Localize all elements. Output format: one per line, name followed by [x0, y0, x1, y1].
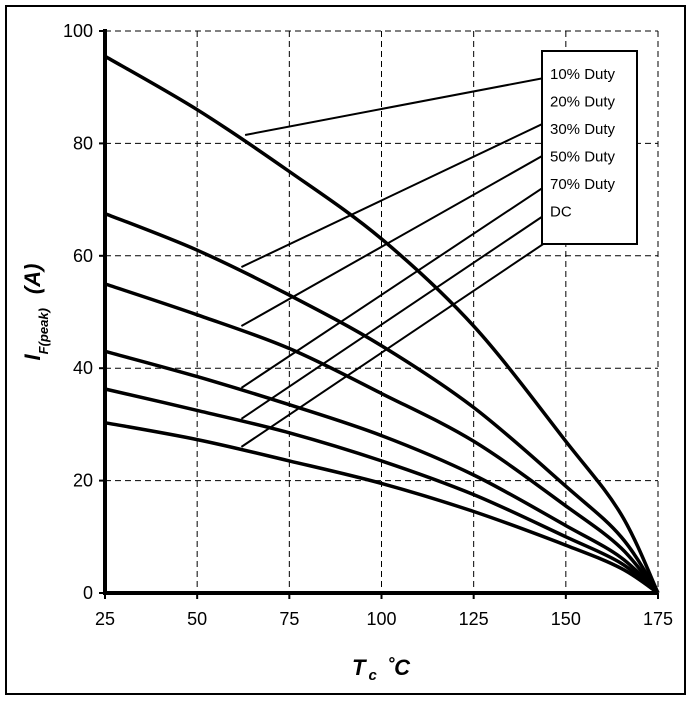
- legend-entry-50-duty: 50% Duty: [550, 149, 616, 166]
- y-tick-label-40: 40: [73, 358, 93, 378]
- series-line-30-duty: [104, 282, 660, 595]
- y-tick-label-60: 60: [73, 246, 93, 266]
- legend-leader-50-duty: [240, 159, 585, 389]
- x-tick-label-100: 100: [366, 609, 396, 629]
- y-axis-title-main: I: [20, 353, 45, 360]
- legend-entry-20-duty: 20% Duty: [550, 94, 616, 111]
- x-tick-label-25: 25: [95, 609, 115, 629]
- x-tick-label-175: 175: [643, 609, 673, 629]
- series-line-dc: [104, 420, 659, 595]
- svg-text:IF(peak)(A): IF(peak) (A): [20, 264, 51, 361]
- y-tick-label-80: 80: [73, 133, 93, 153]
- tick-label-layer: 25 50 75 100 125 150 175 0 20 40 60 80 100: [63, 21, 673, 629]
- x-tick-label-150: 150: [551, 609, 581, 629]
- legend: 10% Duty 20% Duty 30% Duty 50% Duty 70% Duty…: [541, 50, 638, 245]
- y-tick-label-0: 0: [83, 583, 93, 603]
- series-line-20-duty: [104, 211, 660, 594]
- x-tick-label-75: 75: [279, 609, 299, 629]
- svg-text:Tc˚C: Tc ˚C: [352, 655, 411, 684]
- legend-entry-70-duty: 70% Duty: [550, 176, 616, 193]
- x-tick-label-50: 50: [187, 609, 207, 629]
- y-tick-label-100: 100: [63, 21, 93, 41]
- legend-leader-30-duty: [240, 131, 585, 327]
- legend-box: [541, 50, 638, 245]
- y-tick-label-20: 20: [73, 471, 93, 491]
- series-line-10-duty: [104, 54, 660, 594]
- x-axis-title-unit: ˚C: [387, 655, 411, 680]
- legend-entry-10-duty: 10% Duty: [550, 66, 616, 83]
- series-line-50-duty: [104, 349, 660, 595]
- legend-entry-30-duty: 30% Duty: [550, 121, 616, 138]
- legend-leader-20-duty: [240, 103, 585, 268]
- legend-leader-70-duty: [240, 187, 585, 420]
- x-tick-label-125: 125: [459, 609, 489, 629]
- series-layer: [104, 54, 660, 595]
- legend-leader-10-duty: [244, 69, 585, 136]
- series-line-70-duty: [104, 387, 660, 595]
- y-axis-title-sub: F(peak): [36, 308, 51, 354]
- x-axis-title-main: T: [352, 655, 367, 680]
- legend-leader-layer: [240, 69, 585, 448]
- legend-entry-dc: DC: [550, 204, 572, 221]
- x-axis-title-sub: c: [368, 667, 377, 684]
- y-axis-title-unit: (A): [20, 264, 45, 295]
- legend-leader-dc: [240, 215, 585, 448]
- y-axis-title: IF(peak) (A): [20, 264, 51, 361]
